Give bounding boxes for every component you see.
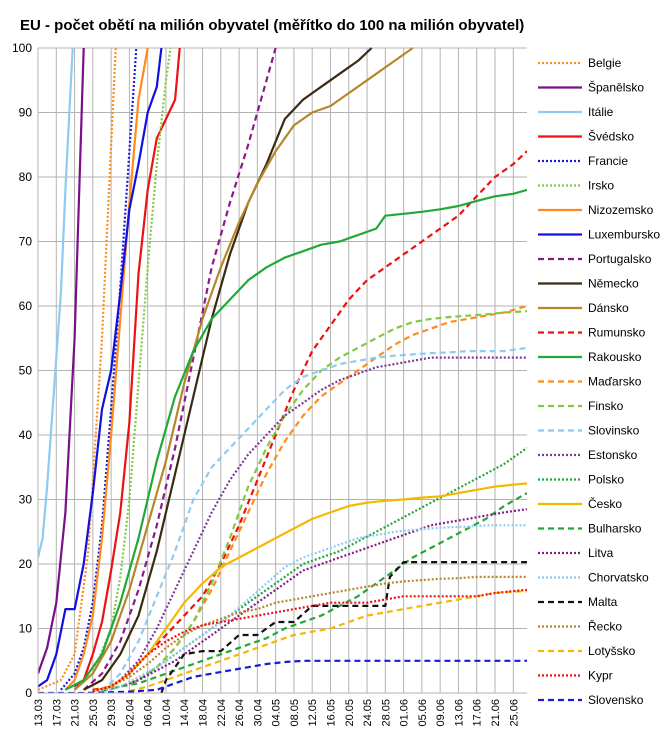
y-tick-label: 30 [19, 493, 33, 507]
x-tick-label: 17.06 [472, 699, 484, 727]
series-line-finsko [101, 310, 527, 693]
x-tick-label: 30.04 [252, 699, 264, 727]
legend-label-finsko: Finsko [588, 399, 624, 413]
legend-label-irsko: Irsko [588, 179, 614, 193]
series-line-irsko [73, 47, 172, 691]
legend-label-svedsko: Švédsko [588, 129, 634, 144]
x-tick-label: 12.05 [307, 699, 319, 727]
legend-label-nemecko: Německo [588, 277, 639, 291]
series-line-slovensko [38, 659, 527, 693]
x-tick-label: 25.06 [508, 699, 520, 727]
series-line-litva [101, 508, 527, 693]
series-line-slovinsko [101, 346, 527, 692]
y-tick-label: 0 [25, 686, 32, 700]
series-line-dansko [73, 47, 414, 691]
y-tick-label: 90 [19, 106, 33, 120]
legend-label-polsko: Polsko [588, 473, 624, 487]
x-tick-label: 01.06 [399, 699, 411, 727]
x-tick-label: 20.05 [344, 699, 356, 727]
x-tick-label: 22.04 [216, 699, 228, 727]
legend-label-estonsko: Estonsko [588, 448, 638, 462]
x-tick-label: 26.04 [234, 699, 246, 727]
x-tick-label: 08.05 [289, 699, 301, 727]
x-tick-label: 14.04 [179, 699, 191, 727]
axes: 0 10 20 30 40 50 60 70 80 90 100 13.03 17.03 21.03 25.… [12, 41, 527, 727]
x-tick-label: 18.04 [198, 699, 210, 727]
x-tick-label: 17.03 [51, 699, 63, 727]
series-line-francie [60, 47, 138, 691]
series-line-luxembursko [38, 47, 163, 688]
legend-label-malta: Malta [588, 595, 618, 609]
y-tick-label: 70 [19, 235, 33, 249]
x-tick-label: 09.06 [435, 699, 447, 727]
legend-label-lotyssko: Lotyšsko [588, 644, 636, 658]
legend-label-portugalsko: Portugalsko [588, 252, 652, 266]
series-line-italie [38, 47, 74, 558]
legend: Belgie Španělsko Itálie Švédsko Francie Irsko… [538, 56, 660, 707]
x-tick-label: 25.03 [88, 699, 100, 727]
x-tick-label: 13.03 [33, 699, 45, 727]
x-tick-label: 05.06 [417, 699, 429, 727]
legend-label-recko: Řecko [588, 619, 622, 634]
legend-label-luxembursko: Luxembursko [588, 228, 660, 242]
series-line-estonsko [101, 356, 527, 693]
legend-label-kypr: Kypr [588, 669, 613, 683]
legend-label-nizozemsko: Nizozemsko [588, 203, 654, 217]
series-line-belgie [38, 47, 117, 691]
legend-label-cesko: Česko [588, 496, 622, 511]
series-line-nizozemsko [64, 47, 149, 691]
x-tick-label: 13.06 [453, 699, 465, 727]
x-tick-label: 29.03 [106, 699, 118, 727]
legend-label-spanelsko: Španělsko [588, 80, 644, 95]
y-tick-label: 20 [19, 557, 33, 571]
x-tick-label: 06.04 [143, 699, 155, 727]
x-tick-label: 28.05 [380, 699, 392, 727]
legend-label-rakousko: Rakousko [588, 350, 642, 364]
chart-title: EU - počet obětí na milión obyvatel (měř… [20, 17, 524, 34]
legend-label-belgie: Belgie [588, 56, 622, 70]
y-tick-label: 100 [12, 41, 32, 55]
x-tick-label: 21.03 [70, 699, 82, 727]
x-tick-label: 16.05 [325, 699, 337, 727]
y-tick-label: 60 [19, 299, 33, 313]
y-tick-label: 40 [19, 428, 33, 442]
series-line-spanelsko [38, 47, 85, 674]
x-tick-label: 04.05 [271, 699, 283, 727]
legend-label-litva: Litva [588, 546, 614, 560]
legend-label-francie: Francie [588, 154, 628, 168]
series-line-kypr [92, 588, 527, 693]
series-line-chorvatsko [101, 524, 527, 693]
legend-label-slovinsko: Slovinsko [588, 424, 640, 438]
legend-label-rumunsko: Rumunsko [588, 326, 646, 340]
series-line-polsko [101, 447, 527, 693]
y-tick-label: 80 [19, 170, 33, 184]
series-line-lotyssko [129, 590, 527, 693]
x-tick-label: 24.05 [362, 699, 374, 727]
series-lines [38, 47, 527, 693]
legend-label-dansko: Dánsko [588, 301, 629, 315]
series-line-cesko [92, 482, 527, 693]
legend-label-chorvatsko: Chorvatsko [588, 571, 649, 585]
legend-label-slovensko: Slovensko [588, 693, 644, 707]
legend-label-madarsko: Maďarsko [588, 375, 642, 389]
legend-label-bulharsko: Bulharsko [588, 522, 642, 536]
y-tick-label: 10 [19, 622, 33, 636]
series-line-portugalsko [82, 47, 277, 691]
x-tick-label: 21.06 [490, 699, 502, 727]
legend-label-italie: Itálie [588, 105, 614, 119]
series-line-svedsko [73, 47, 181, 688]
x-tick-label: 02.04 [124, 699, 136, 727]
series-line-rakousko [64, 188, 527, 691]
y-tick-label: 50 [19, 364, 33, 378]
series-line-nemecko [83, 47, 373, 691]
x-tick-label: 10.04 [161, 699, 173, 727]
series-line-malta [160, 560, 527, 693]
series-line-rumunsko [92, 150, 527, 691]
